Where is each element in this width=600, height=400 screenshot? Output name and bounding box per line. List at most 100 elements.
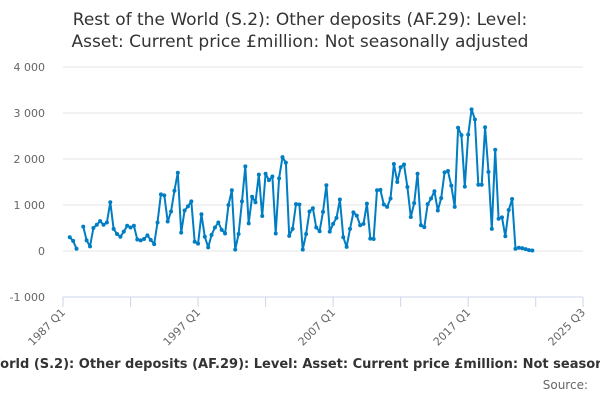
data-point[interactable] — [94, 222, 99, 227]
data-point[interactable] — [489, 226, 494, 231]
data-point[interactable] — [179, 230, 184, 235]
data-point[interactable] — [125, 223, 130, 228]
data-point[interactable] — [307, 209, 312, 214]
data-point[interactable] — [152, 242, 157, 247]
data-point[interactable] — [358, 223, 363, 228]
data-point[interactable] — [405, 185, 410, 190]
data-point[interactable] — [317, 229, 322, 234]
data-point[interactable] — [388, 196, 393, 201]
data-point[interactable] — [304, 231, 309, 236]
data-point[interactable] — [162, 193, 167, 198]
data-point[interactable] — [250, 194, 255, 199]
data-point[interactable] — [368, 236, 373, 241]
data-point[interactable] — [236, 231, 241, 236]
data-point[interactable] — [459, 133, 464, 138]
data-point[interactable] — [395, 180, 400, 184]
data-point[interactable] — [67, 235, 72, 240]
data-point[interactable] — [270, 174, 275, 179]
data-point[interactable] — [91, 226, 96, 230]
data-point[interactable] — [131, 223, 136, 228]
data-point[interactable] — [361, 221, 366, 226]
data-point[interactable] — [483, 125, 488, 130]
data-point[interactable] — [229, 188, 234, 193]
data-point[interactable] — [364, 201, 369, 206]
data-point[interactable] — [378, 187, 383, 192]
data-point[interactable] — [337, 197, 342, 202]
data-point[interactable] — [466, 132, 471, 137]
data-point[interactable] — [456, 125, 461, 130]
data-point[interactable] — [472, 117, 477, 122]
data-point[interactable] — [398, 165, 403, 170]
data-point[interactable] — [462, 184, 467, 189]
data-point[interactable] — [175, 170, 180, 175]
data-point[interactable] — [422, 225, 427, 230]
data-point[interactable] — [185, 204, 190, 209]
data-point[interactable] — [321, 209, 325, 214]
data-point[interactable] — [408, 214, 413, 219]
data-point[interactable] — [506, 208, 511, 213]
data-point[interactable] — [493, 147, 498, 152]
data-point[interactable] — [439, 196, 444, 201]
data-point[interactable] — [496, 216, 501, 221]
data-point[interactable] — [479, 182, 484, 187]
data-point[interactable] — [128, 225, 133, 230]
data-point[interactable] — [499, 215, 504, 220]
data-point[interactable] — [233, 247, 238, 252]
data-point[interactable] — [375, 188, 380, 193]
data-point[interactable] — [104, 220, 109, 225]
data-point[interactable] — [435, 208, 440, 213]
data-point[interactable] — [348, 226, 353, 231]
data-point[interactable] — [243, 164, 248, 169]
data-point[interactable] — [111, 226, 116, 231]
data-point[interactable] — [216, 220, 221, 225]
data-point[interactable] — [212, 225, 217, 230]
data-point[interactable] — [84, 238, 89, 243]
data-point[interactable] — [148, 237, 153, 242]
data-point[interactable] — [219, 227, 224, 232]
data-point[interactable] — [266, 178, 271, 183]
data-point[interactable] — [371, 237, 376, 242]
data-point[interactable] — [324, 183, 329, 188]
data-point[interactable] — [145, 233, 150, 238]
data-point[interactable] — [526, 248, 531, 253]
data-point[interactable] — [510, 197, 515, 202]
data-point[interactable] — [209, 232, 214, 237]
data-point[interactable] — [351, 210, 356, 215]
data-point[interactable] — [297, 202, 302, 207]
data-point[interactable] — [476, 182, 481, 187]
data-point[interactable] — [223, 231, 228, 236]
data-point[interactable] — [530, 248, 535, 253]
data-point[interactable] — [182, 208, 187, 213]
data-point[interactable] — [226, 203, 231, 207]
data-point[interactable] — [189, 199, 194, 204]
data-point[interactable] — [341, 235, 346, 240]
data-point[interactable] — [327, 229, 332, 234]
data-point[interactable] — [300, 247, 305, 252]
data-point[interactable] — [253, 200, 258, 205]
data-point[interactable] — [74, 246, 79, 251]
data-point[interactable] — [415, 171, 420, 176]
data-point[interactable] — [115, 231, 120, 236]
data-point[interactable] — [192, 239, 197, 244]
data-point[interactable] — [523, 247, 528, 252]
data-point[interactable] — [402, 162, 407, 167]
data-point[interactable] — [310, 206, 315, 211]
data-point[interactable] — [263, 171, 268, 176]
data-point[interactable] — [287, 233, 292, 238]
data-point[interactable] — [81, 224, 86, 229]
data-point[interactable] — [520, 246, 525, 251]
data-point[interactable] — [344, 244, 349, 249]
data-point[interactable] — [503, 234, 508, 239]
data-point[interactable] — [283, 160, 288, 165]
data-point[interactable] — [206, 245, 211, 250]
data-point[interactable] — [331, 221, 336, 226]
data-point[interactable] — [101, 222, 106, 227]
data-point[interactable] — [118, 234, 123, 239]
data-point[interactable] — [239, 199, 244, 204]
data-point[interactable] — [445, 168, 450, 173]
data-point[interactable] — [108, 200, 113, 205]
data-point[interactable] — [425, 202, 430, 207]
data-point[interactable] — [293, 202, 298, 207]
data-point[interactable] — [88, 244, 93, 249]
data-point[interactable] — [469, 107, 474, 112]
